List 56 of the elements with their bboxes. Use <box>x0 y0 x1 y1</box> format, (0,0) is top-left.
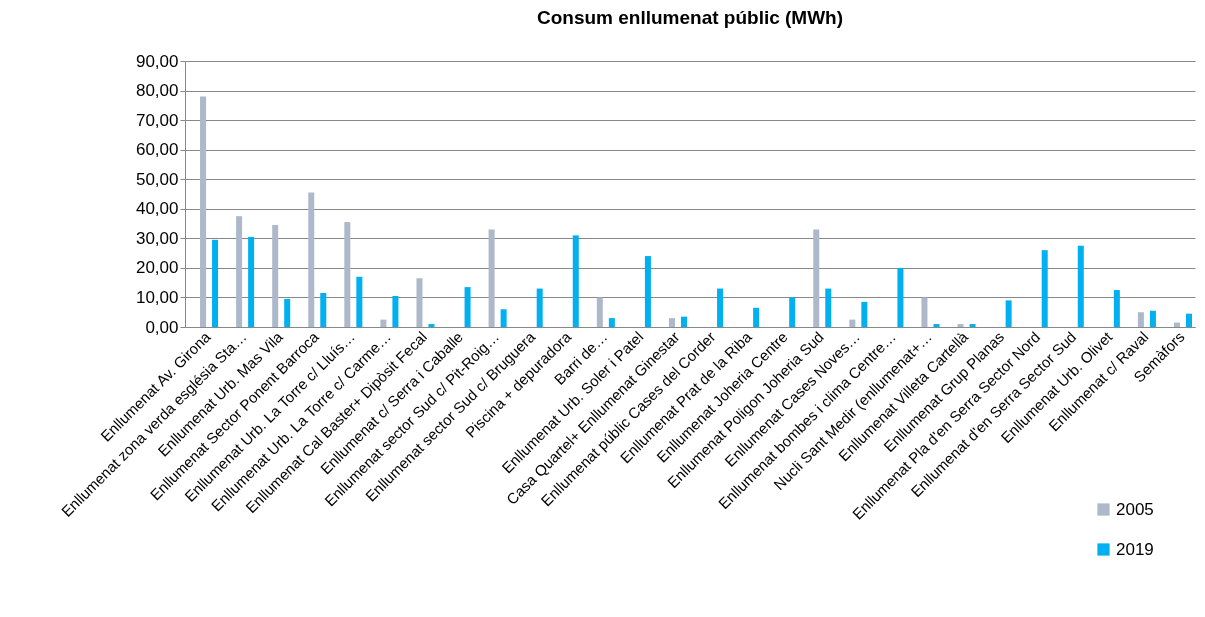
bar <box>392 295 399 327</box>
bar <box>825 288 832 327</box>
bar <box>717 288 724 327</box>
bar <box>1149 310 1156 327</box>
bar <box>753 307 760 327</box>
y-tick-label: 40,00 <box>135 199 179 219</box>
bar <box>789 297 796 327</box>
bar <box>416 278 423 327</box>
bar <box>969 324 976 327</box>
bar <box>428 324 435 327</box>
bar <box>861 301 868 327</box>
bar <box>200 96 207 327</box>
bar <box>1185 313 1192 327</box>
bar <box>1077 245 1084 327</box>
bar <box>212 239 219 327</box>
bar <box>933 324 940 327</box>
bar <box>248 236 255 327</box>
bar <box>464 287 471 327</box>
bar <box>536 288 543 327</box>
y-tick-label: 0,00 <box>145 317 179 337</box>
y-tick-label: 30,00 <box>135 228 179 248</box>
bar <box>897 267 904 327</box>
bar <box>572 235 579 327</box>
bar <box>608 318 615 327</box>
bar <box>380 319 387 327</box>
bar <box>1113 290 1120 327</box>
bar <box>356 276 363 327</box>
y-tick-label: 60,00 <box>135 140 179 160</box>
bar <box>921 297 928 327</box>
bar <box>849 319 856 327</box>
y-tick-label: 50,00 <box>135 169 179 189</box>
legend-label: 2005 <box>1116 499 1154 519</box>
bar <box>957 324 964 327</box>
bar <box>500 309 507 327</box>
y-tick-label: 80,00 <box>135 81 179 101</box>
y-tick-label: 20,00 <box>135 258 179 278</box>
bar <box>236 216 243 327</box>
legend-label: 2019 <box>1116 539 1154 559</box>
bar <box>596 297 603 327</box>
bar <box>644 256 651 327</box>
y-tick-label: 70,00 <box>135 110 179 130</box>
bar <box>1137 312 1144 327</box>
bar <box>680 316 687 327</box>
chart-title: Consum enllumenat públic (MWh) <box>536 7 844 28</box>
bar <box>813 229 820 327</box>
bar <box>668 318 675 327</box>
bar <box>488 229 495 327</box>
y-tick-label: 10,00 <box>135 287 179 307</box>
bar <box>308 192 315 327</box>
bar <box>1041 250 1048 327</box>
bar <box>284 298 291 327</box>
bar <box>272 225 279 327</box>
y-tick-label: 90,00 <box>135 51 179 71</box>
bar <box>1005 300 1012 327</box>
bar <box>320 293 327 327</box>
bar <box>344 222 351 327</box>
